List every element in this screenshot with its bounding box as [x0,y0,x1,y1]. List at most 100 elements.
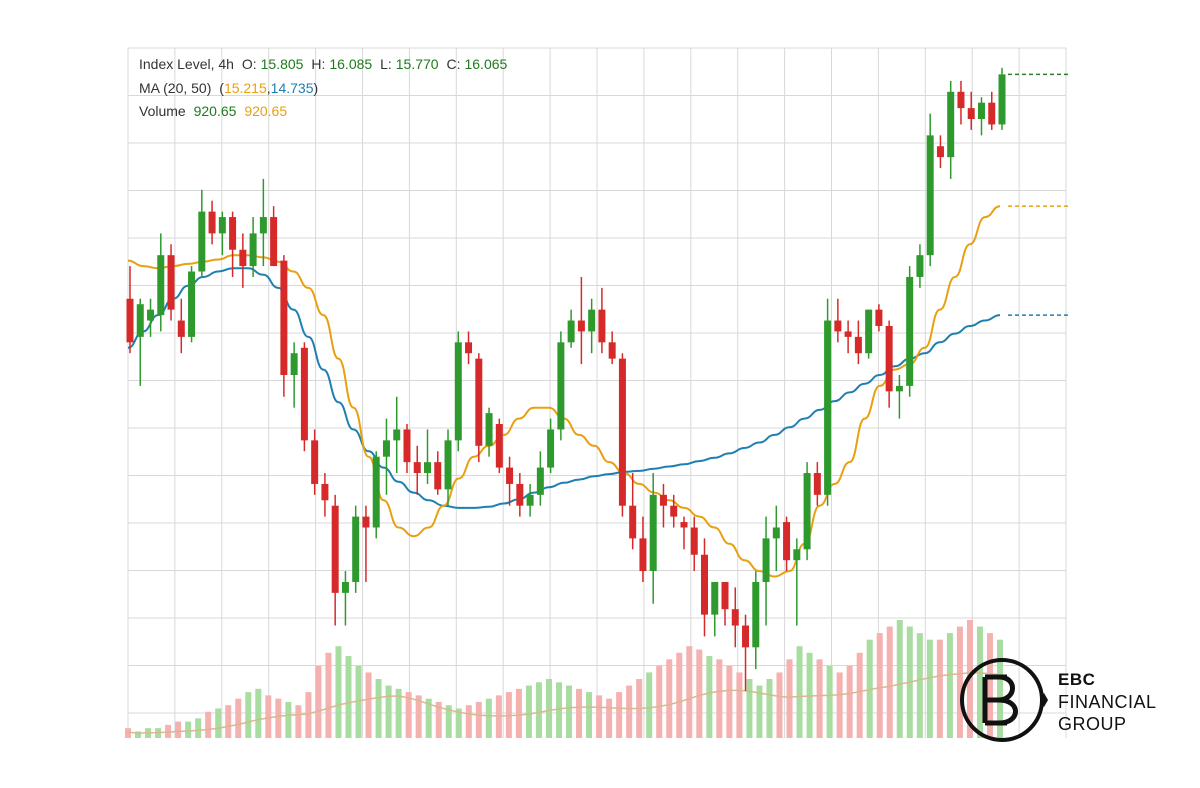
candle-body [270,217,278,267]
legend-ohlc: Index Level, 4h O: 15.805 H: 16.085 L: 15.7… [139,56,511,72]
legend-low: 15.770 [395,56,439,72]
volume-bar [846,665,853,738]
legend-close-label: C: [446,56,461,72]
volume-bar [435,701,442,738]
candle-body [198,211,206,272]
volume-bar [916,633,923,738]
volume-bar [385,685,392,738]
candle-body [844,331,852,337]
volume-bar [285,701,292,738]
volume-bar [495,695,502,738]
candle-body [454,342,462,441]
legend-open-label: O: [241,56,257,72]
candle-body [393,429,401,441]
volume-bar [175,721,182,738]
candle-body [700,554,708,615]
candle-body [506,467,514,484]
volume-bar [445,705,452,738]
volume-bar [265,695,272,738]
candle-body [824,320,832,495]
candle-body [352,516,360,582]
volume-bar [395,688,402,738]
volume-bar [997,639,1003,738]
candle-body [475,358,483,446]
volume-bar [706,656,713,738]
volume-bar [756,685,763,738]
legend-ma20: 15.215 [223,80,267,96]
volume-bar [235,698,242,738]
volume-bar [596,695,603,738]
volume-bar [525,685,532,738]
candle-body [300,347,308,441]
legend-ma50: 14.735 [270,80,314,96]
volume-bar [976,626,983,738]
candle-body [526,494,534,506]
candle-body [372,456,380,528]
candle-body [711,581,719,615]
candle-body [311,440,319,484]
candle-body [988,102,996,125]
candle-body [865,309,873,354]
volume-bar [345,656,352,738]
candle-body [639,538,647,572]
volume-bar [225,705,232,738]
legend-ma-close: ) [313,80,319,96]
candle-body [690,527,698,555]
volume-bar [856,652,863,738]
candle-body [413,462,421,474]
candle-body [947,91,955,158]
volume-bar [666,659,673,738]
legend-volume-value: 920.65 [193,103,237,119]
candle-body [588,309,596,332]
volume-bar [836,672,843,738]
volume-bar [606,698,613,738]
volume-bar [656,665,663,738]
volume-bar [776,672,783,738]
candle-body [495,424,503,468]
logo-text-group: GROUP [1058,714,1127,734]
volume-ma-path [127,672,1001,734]
legend-open: 15.805 [260,56,304,72]
volume-ma-line [127,672,1001,734]
candle-body [157,255,165,316]
volume-bar [255,688,262,738]
candle-body [516,483,524,506]
candle-body [577,320,585,332]
volume-bar [956,626,963,738]
candle-body [403,429,411,463]
price-guides [1008,73,1068,316]
volume-bar [736,672,743,738]
candle-body [762,538,770,582]
volume-bar [616,692,623,738]
legend-volume-label: Volume [139,103,186,119]
candle-body [218,217,226,234]
candle-body [208,211,216,234]
volume-bar [125,728,131,738]
volume-bar [936,639,943,738]
volume-bar [185,721,192,738]
candle-body [895,385,903,392]
candle-body [126,298,134,343]
candle-body [793,549,801,561]
volume-bar [415,695,422,738]
volume-bar [946,633,953,738]
candle-body [936,146,944,158]
legend-close: 16.065 [464,56,508,72]
candle-body [331,505,339,593]
candle-body [916,255,924,277]
candle-body [731,609,739,626]
candle-body [834,320,842,332]
legend-symbol: Index Level, 4h [139,56,234,72]
candle-body [567,320,575,343]
candle-body [547,429,555,468]
volume-bar [365,672,372,738]
candle-body [239,249,247,267]
legend-volume-ma: 920.65 [244,103,288,119]
legend-high-label: H: [311,56,326,72]
volume-bar [746,679,753,738]
candle-body [136,304,144,337]
volume-bar [535,682,542,738]
volume-bar [986,633,993,738]
volume-bar [425,698,432,738]
volume-bar [275,698,282,738]
